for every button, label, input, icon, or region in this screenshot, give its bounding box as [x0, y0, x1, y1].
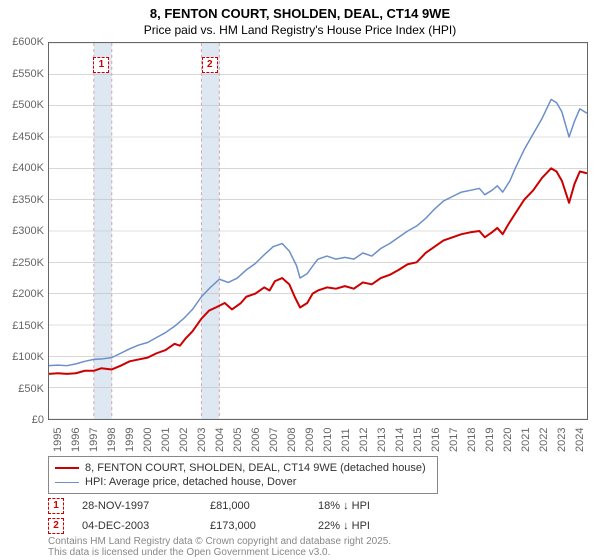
- y-axis-label: £500K: [0, 99, 44, 111]
- y-axis-label: £300K: [0, 225, 44, 237]
- y-axis-label: £50K: [0, 383, 44, 395]
- x-axis-label: 2003: [196, 428, 208, 452]
- y-axis-label: £200K: [0, 288, 44, 300]
- x-axis-label: 2013: [376, 428, 388, 452]
- x-axis-label: 2014: [394, 428, 406, 452]
- x-axis-label: 2000: [142, 428, 154, 452]
- x-axis-label: 1997: [88, 428, 100, 452]
- x-axis-label: 2009: [304, 428, 316, 452]
- x-axis-label: 2006: [250, 428, 262, 452]
- x-axis-label: 2001: [160, 428, 172, 452]
- y-axis-label: £100K: [0, 351, 44, 363]
- transaction-date: 04-DEC-2003: [82, 520, 192, 532]
- y-axis-label: £400K: [0, 162, 44, 174]
- y-axis-label: £600K: [0, 36, 44, 48]
- x-axis-label: 2018: [466, 428, 478, 452]
- x-axis-label: 2020: [502, 428, 514, 452]
- x-axis-label: 2005: [232, 428, 244, 452]
- x-axis-label: 1996: [70, 428, 82, 452]
- x-axis-label: 2011: [340, 428, 352, 452]
- x-axis-label: 2004: [214, 428, 226, 452]
- x-axis-label: 2023: [556, 428, 568, 452]
- legend-swatch: [55, 482, 79, 483]
- transaction-marker-icon: 1: [48, 498, 64, 514]
- x-axis-label: 2007: [268, 428, 280, 452]
- x-axis-label: 2021: [520, 428, 532, 452]
- y-axis-label: £550K: [0, 68, 44, 80]
- x-axis-label: 2012: [358, 428, 370, 452]
- transaction-row: 1 28-NOV-1997 £81,000 18% ↓ HPI: [48, 496, 370, 516]
- transaction-marker-2: 2: [202, 57, 218, 73]
- x-axis-label: 1998: [106, 428, 118, 452]
- price-chart: [48, 42, 588, 420]
- legend-label: HPI: Average price, detached house, Dove…: [85, 476, 296, 488]
- transaction-row: 2 04-DEC-2003 £173,000 22% ↓ HPI: [48, 516, 370, 536]
- x-axis-label: 2019: [484, 428, 496, 452]
- x-axis-label: 1995: [52, 428, 64, 452]
- legend-label: 8, FENTON COURT, SHOLDEN, DEAL, CT14 9WE…: [85, 462, 426, 474]
- title-line-2: Price paid vs. HM Land Registry's House …: [0, 23, 600, 37]
- x-axis-label: 2024: [574, 428, 586, 452]
- footer-line-2: This data is licensed under the Open Gov…: [48, 547, 391, 558]
- footer-attribution: Contains HM Land Registry data © Crown c…: [48, 536, 391, 558]
- footer-line-1: Contains HM Land Registry data © Crown c…: [48, 536, 391, 547]
- x-axis-label: 2022: [538, 428, 550, 452]
- legend: 8, FENTON COURT, SHOLDEN, DEAL, CT14 9WE…: [48, 456, 438, 494]
- x-axis-label: 2017: [448, 428, 460, 452]
- chart-svg: [49, 43, 587, 419]
- transaction-price: £81,000: [210, 500, 300, 512]
- x-axis-label: 2008: [286, 428, 298, 452]
- y-axis-label: £250K: [0, 257, 44, 269]
- x-axis-label: 2010: [322, 428, 334, 452]
- transaction-delta: 18% ↓ HPI: [318, 500, 370, 512]
- x-axis-label: 2016: [430, 428, 442, 452]
- y-axis-label: £0: [0, 414, 44, 426]
- legend-swatch: [55, 467, 79, 469]
- transaction-price: £173,000: [210, 520, 300, 532]
- transaction-delta: 22% ↓ HPI: [318, 520, 370, 532]
- legend-item: HPI: Average price, detached house, Dove…: [55, 475, 431, 489]
- y-axis-label: £450K: [0, 131, 44, 143]
- y-axis-label: £150K: [0, 320, 44, 332]
- chart-title-block: 8, FENTON COURT, SHOLDEN, DEAL, CT14 9WE…: [0, 0, 600, 37]
- transaction-date: 28-NOV-1997: [82, 500, 192, 512]
- transactions-table: 1 28-NOV-1997 £81,000 18% ↓ HPI 2 04-DEC-2003…: [48, 496, 370, 536]
- transaction-marker-1: 1: [93, 57, 109, 73]
- transaction-marker-icon: 2: [48, 518, 64, 534]
- y-axis-label: £350K: [0, 194, 44, 206]
- x-axis-label: 2002: [178, 428, 190, 452]
- x-axis-label: 2015: [412, 428, 424, 452]
- legend-item: 8, FENTON COURT, SHOLDEN, DEAL, CT14 9WE…: [55, 461, 431, 475]
- x-axis-label: 1999: [124, 428, 136, 452]
- title-line-1: 8, FENTON COURT, SHOLDEN, DEAL, CT14 9WE: [0, 6, 600, 21]
